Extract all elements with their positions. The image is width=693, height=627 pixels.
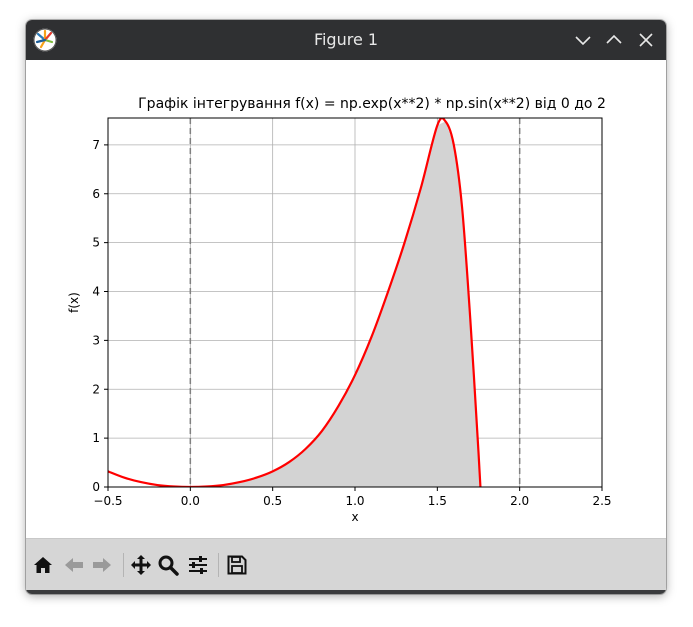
close-icon (639, 33, 653, 47)
x-tick-label: 2.5 (592, 494, 611, 508)
pan-button[interactable] (130, 554, 152, 576)
integral-fill-area (190, 121, 482, 487)
arrow-right-icon (93, 558, 111, 572)
move-icon (131, 555, 151, 575)
back-button[interactable] (63, 554, 85, 576)
navigation-toolbar (26, 538, 666, 591)
sliders-icon (189, 556, 207, 574)
y-tick-label: 7 (92, 138, 100, 152)
x-tick-label: 1.5 (428, 494, 447, 508)
home-icon (34, 557, 52, 573)
zoom-button[interactable] (157, 554, 179, 576)
x-axis-label: x (351, 510, 358, 524)
figure-window: Figure 1 −0.5 0.0 0.5 1.0 1.5 2.0 2.5 0 1 2 3 4 5 6 7 Г… (26, 20, 666, 594)
title-bar[interactable]: Figure 1 (26, 20, 666, 60)
minimize-button[interactable] (573, 30, 593, 50)
window-bottom-edge (26, 590, 666, 594)
y-tick-label: 1 (92, 431, 100, 445)
chart-title: Графік інтегрування f(x) = np.exp(x**2) … (138, 96, 606, 112)
save-button[interactable] (226, 554, 248, 576)
y-tick-label: 3 (92, 333, 100, 347)
figure-canvas[interactable]: −0.5 0.0 0.5 1.0 1.5 2.0 2.5 0 1 2 3 4 5 6 7 Графік інт… (26, 60, 666, 538)
arrow-left-icon (65, 558, 83, 572)
window-title: Figure 1 (313, 30, 379, 49)
floppy-disk-icon (227, 555, 247, 575)
toolbar-separator (123, 553, 124, 577)
y-axis-label: f(x) (67, 292, 81, 313)
y-tick-label: 6 (92, 187, 100, 201)
plot-area[interactable]: −0.5 0.0 0.5 1.0 1.5 2.0 2.5 0 1 2 3 4 5 6 7 Графік інт… (26, 60, 666, 538)
x-tick-label: 0.5 (263, 494, 282, 508)
matplotlib-logo-icon (33, 28, 57, 52)
x-tick-label: 2.0 (510, 494, 529, 508)
magnifier-icon (158, 555, 179, 576)
home-button[interactable] (32, 554, 54, 576)
chevron-up-icon (606, 34, 622, 44)
y-tick-label: 2 (92, 382, 100, 396)
toolbar-separator (218, 553, 219, 577)
x-tick-label: −0.5 (93, 494, 122, 508)
y-tick-label: 0 (92, 480, 100, 494)
close-button[interactable] (636, 30, 656, 50)
forward-button[interactable] (91, 554, 113, 576)
x-tick-label: 0.0 (181, 494, 200, 508)
x-tick-label: 1.0 (345, 494, 364, 508)
chevron-down-icon (575, 36, 591, 46)
y-tick-label: 4 (92, 285, 100, 299)
y-tick-label: 5 (92, 236, 100, 250)
maximize-button[interactable] (604, 30, 624, 50)
configure-subplots-button[interactable] (187, 554, 209, 576)
